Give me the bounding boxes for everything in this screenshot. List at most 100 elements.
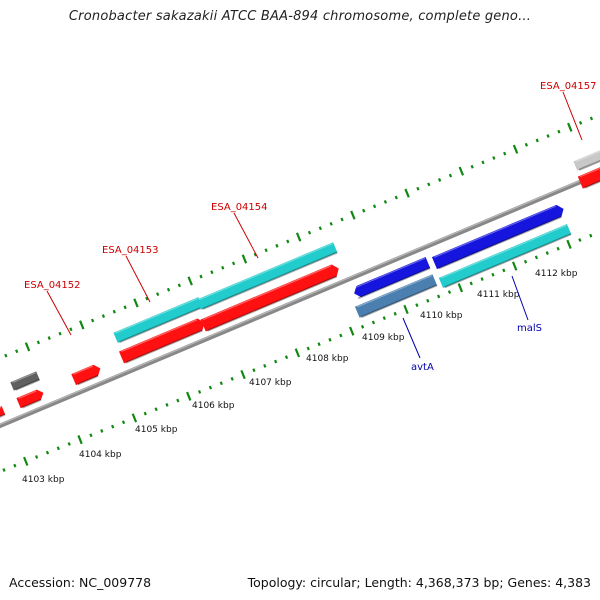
gene-cyan-mals [438,223,572,289]
upper-scale-tick [199,274,203,279]
lower-scale-tick [100,429,104,433]
gene-cyan-esa04153-body [113,297,203,343]
lower-scale-tick [230,376,234,381]
upper-scale-tick [36,340,40,345]
upper-scale-tick [557,129,561,134]
lower-scale-tick [67,442,71,446]
lower-scale-tick [534,255,539,260]
lower-scale-tick [143,411,147,416]
kbp-label: 4104 kbp [79,450,122,460]
lower-scale-tick [328,337,332,342]
gene-gray-left-body [10,371,40,391]
upper-scale-tick [307,230,312,235]
feature-label: ESA_04152 [24,280,81,291]
upper-scale-tick [481,160,485,165]
gene-blue-mals [431,204,564,270]
lower-scale-tick [403,304,409,315]
gene-red-esa04153-shade [125,329,203,364]
lower-scale-tick [111,424,115,429]
backbone-line [0,171,600,429]
upper-scale-tick [24,342,31,352]
lower-scale-tick [263,363,267,368]
lower-scale-tick [240,369,246,380]
upper-scale-tick [318,226,322,231]
upper-scale-tick [69,327,73,332]
lower-scale-tick [545,251,549,255]
lower-scale-tick [121,420,126,425]
upper-scale-tick [535,138,539,143]
upper-scale-tick [264,248,268,253]
upper-scale-tick [79,320,85,330]
upper-scale-tick [58,331,62,336]
gene-red-esa04152-shine [73,365,94,375]
gene-cyan-mals-shade [444,233,572,289]
upper-scale-tick [589,116,594,121]
lower-scale-tick [556,246,560,251]
kbp-label: 4107 kbp [249,378,292,388]
gene-cyan-esa04154 [196,242,338,310]
label-layer: 4103 kbp 4104 kbp 4105 kbp 4106 kbp 4107 kbp… [22,81,597,485]
gene-red-esa04157-body [577,163,600,189]
lower-scale-tick [45,450,50,455]
upper-scale-tick [458,166,465,176]
kbp-label: 4112 kbp [535,269,578,279]
lower-scale-tick [306,346,310,351]
leader-line [125,255,151,303]
gene-red-esa04153-shine [120,319,198,353]
lower-scale-tick [371,320,376,325]
upper-scale-tick [221,265,225,270]
upper-scale-tick [329,221,333,226]
feature-label: malS [517,323,542,334]
feature-label: ESA_04154 [211,202,268,213]
lower-scale-tick [382,316,386,321]
gene-blue-avta-top [353,256,431,300]
lower-scale-tick [349,326,355,336]
gene-red-left-b [0,406,6,421]
lower-scale-tick [252,368,256,373]
gene-red-left-a-body [16,389,44,409]
gene-red-esa04154-shine [202,265,332,321]
upper-scale-tick [340,217,344,222]
gene-red-left-b-body [0,406,6,420]
tick-tracks [0,116,600,472]
upper-scale-tick [275,243,279,248]
lower-scale-tick [165,403,169,407]
lower-scale-tick [274,359,278,364]
gene-red-esa04157-shine [579,164,600,178]
lower-scale-tick [89,433,93,438]
gene-red-esa04153 [118,318,205,364]
lower-scale-tick [589,233,593,238]
gene-gray-esa04157-shine [575,148,600,163]
kbp-label: 4109 kbp [362,333,405,343]
feature-label: avtA [411,362,434,373]
lower-scale-tick [284,355,289,360]
leader-line [46,290,72,336]
upper-scale-tick [253,252,257,257]
upper-scale-tick [156,292,160,297]
upper-scale-tick [448,173,453,178]
upper-scale-tick [166,287,171,292]
upper-scale-tick [416,186,420,191]
upper-scale-tick [4,353,8,358]
upper-scale-tick [546,134,550,138]
lower-scale-tick [317,342,321,347]
gene-gray-esa04157 [573,147,600,171]
lower-scale-tick [447,290,452,294]
lower-scale-tick [154,407,158,412]
lower-scale-tick [339,333,343,338]
gene-red-left-b-shade [0,413,6,421]
lower-scale-tick [34,455,39,459]
leader-line [562,91,583,141]
upper-scale-tick [578,120,583,125]
lower-scale-tick [56,446,60,451]
lower-scale-tick [457,283,464,293]
lower-scale-tick [491,272,495,277]
lower-scale-tick [469,281,473,286]
gene-cyan-esa04153-shine [115,297,198,334]
lower-scale-tick [578,238,582,242]
upper-scale-tick [133,298,139,308]
gene-red-esa04154 [200,264,339,332]
gene-steel-avta-body [354,274,438,318]
upper-scale-tick [231,261,236,266]
